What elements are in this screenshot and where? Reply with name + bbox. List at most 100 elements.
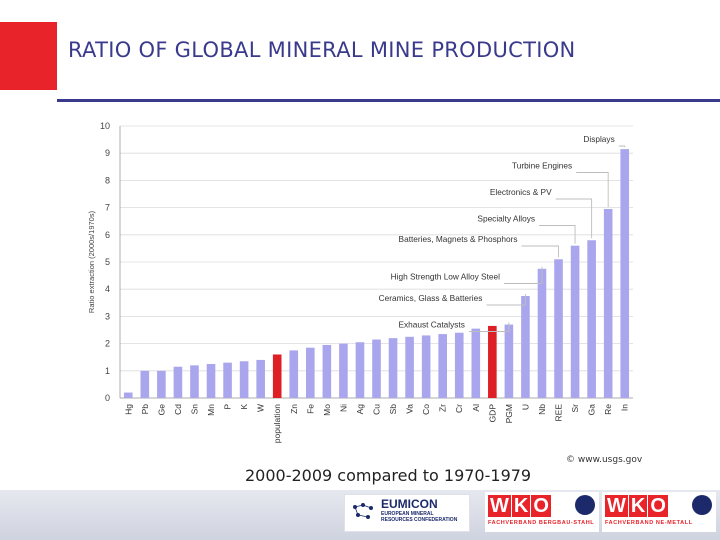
x-tick-label: P xyxy=(223,404,233,410)
wko-letter: O xyxy=(531,495,551,517)
y-tick-label: 2 xyxy=(105,339,110,349)
bar-fe xyxy=(306,347,315,398)
eumicon-subtitle-line-1: EUROPEAN MINERAL xyxy=(381,511,434,517)
y-tick-label: 9 xyxy=(105,148,110,158)
annotation-leader-line xyxy=(521,245,559,258)
bar-ni xyxy=(339,343,348,398)
x-tick-label: Pb xyxy=(140,404,150,415)
annotation-leader-line xyxy=(576,172,609,207)
bar-hg xyxy=(123,392,133,398)
title-accent-block xyxy=(0,22,57,90)
y-tick-label: 7 xyxy=(105,203,110,213)
eumicon-emblem-icon xyxy=(353,503,373,519)
x-tick-label: Zr xyxy=(438,404,448,412)
bar-ag xyxy=(355,342,365,398)
x-tick-label: Sr xyxy=(570,404,580,413)
title-divider xyxy=(57,99,720,102)
eumicon-name: EUMICON xyxy=(381,497,438,511)
bar-mn xyxy=(206,364,216,398)
y-tick-label: 8 xyxy=(105,175,110,185)
bar-cu xyxy=(372,339,381,398)
bar-w xyxy=(256,359,265,398)
bar-va xyxy=(405,336,414,398)
bar-al xyxy=(471,328,481,398)
bar-sb xyxy=(388,338,398,398)
annotation-label: Displays xyxy=(583,134,614,144)
eumicon-subtitle-line-2: RESOURCES CONFEDERATION xyxy=(381,517,458,523)
y-tick-label: 3 xyxy=(105,311,110,321)
bar-cr xyxy=(454,332,464,398)
bar-zr xyxy=(438,334,447,398)
x-tick-label: W xyxy=(256,404,266,412)
source-credit: © www.usgs.gov xyxy=(566,455,643,465)
annotation-leader-line xyxy=(486,294,526,306)
y-tick-label: 4 xyxy=(105,284,110,294)
wko-subtitle: FACHVERBAND NE-METALL xyxy=(605,520,693,526)
annotation-label: High Strength Low Alloy Steel xyxy=(391,272,500,282)
bar-mo xyxy=(322,344,332,398)
wko-letter: K xyxy=(511,495,531,517)
x-tick-label: Ga xyxy=(587,404,597,416)
x-tick-label: Al xyxy=(471,404,481,412)
annotation-leader-line xyxy=(468,322,510,332)
annotation-leader-line xyxy=(618,145,626,148)
x-tick-label: Cu xyxy=(372,404,382,415)
annotation-leader-line xyxy=(503,266,543,284)
bar-k xyxy=(239,361,249,398)
bar-re xyxy=(603,208,613,398)
x-tick-label: PGM xyxy=(504,404,514,423)
bar-pgm xyxy=(504,324,514,398)
x-tick-label: Zn xyxy=(289,404,299,414)
bar-sn xyxy=(190,365,199,398)
x-tick-label: Ge xyxy=(156,404,166,416)
slide-title: RATIO OF GLOBAL MINERAL MINE PRODUCTION xyxy=(68,38,576,62)
bar-nb xyxy=(537,268,547,398)
y-tick-label: 5 xyxy=(105,257,110,267)
x-tick-label: Ag xyxy=(355,404,365,415)
x-tick-label: Sn xyxy=(189,404,199,415)
bar-u xyxy=(521,296,530,398)
bar-ree xyxy=(554,259,563,398)
y-tick-label: 6 xyxy=(105,230,110,240)
chart-caption: 2000-2009 compared to 1970-1979 xyxy=(245,466,532,485)
annotation-leader-line xyxy=(539,225,576,244)
x-tick-label: U xyxy=(520,404,530,410)
wko-letter: K xyxy=(628,495,648,517)
x-tick-label: GDP xyxy=(487,404,497,423)
annotation-label: Exhaust Catalysts xyxy=(398,320,464,330)
annotation-label: Specialty Alloys xyxy=(477,214,535,224)
y-tick-label: 0 xyxy=(105,393,110,403)
bar-ga xyxy=(587,240,596,398)
annotation-label: Turbine Engines xyxy=(512,161,572,171)
y-tick-label: 10 xyxy=(100,121,110,131)
bar-zn xyxy=(289,350,299,398)
wko-letter: W xyxy=(488,495,511,517)
bar-sr xyxy=(570,245,580,398)
wko-emblem-icon xyxy=(575,495,595,515)
bar-p xyxy=(223,362,232,398)
annotation-label: Batteries, Magnets & Phosphors xyxy=(399,234,518,244)
y-tick-label: 1 xyxy=(105,366,110,376)
x-tick-label: In xyxy=(620,404,630,411)
y-axis-label: Ratio extraction (2000s/1970s) xyxy=(87,210,96,313)
x-tick-label: Fe xyxy=(305,404,315,414)
annotation-label: Electronics & PV xyxy=(490,187,552,197)
x-tick-label: Mn xyxy=(206,404,216,416)
annotation-leader-line xyxy=(555,198,593,239)
x-tick-label: Va xyxy=(405,404,415,414)
wko-letter: W xyxy=(605,495,628,517)
x-tick-label: Re xyxy=(603,404,613,415)
x-tick-label: Hg xyxy=(123,404,133,415)
x-tick-label: K xyxy=(239,404,249,410)
bar-in xyxy=(620,149,630,398)
bar-gdp xyxy=(488,325,497,398)
x-tick-label: Sb xyxy=(388,404,398,415)
eumicon-logo: EUMICON EUROPEAN MINERAL RESOURCES CONFE… xyxy=(344,494,470,532)
x-tick-label: Co xyxy=(421,404,431,415)
wko-subtitle: FACHVERBAND BERGBAU-STAHL xyxy=(488,520,595,526)
bar-population xyxy=(272,354,282,398)
